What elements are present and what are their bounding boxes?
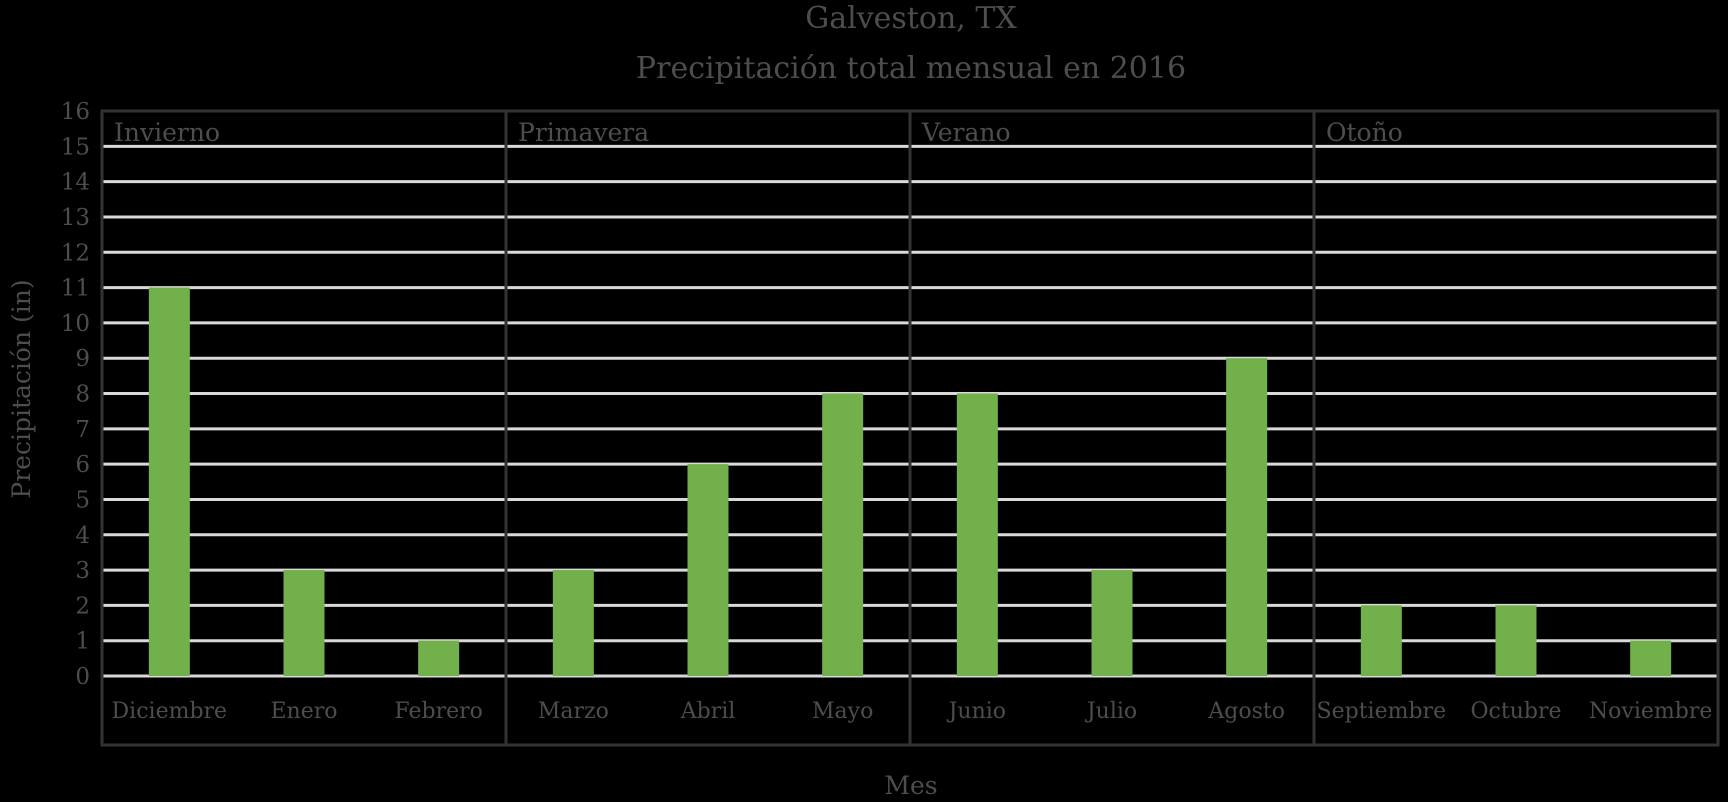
category-label-julio: Julio (1085, 699, 1137, 724)
bar-agosto (1226, 358, 1268, 676)
bar-noviembre (1630, 640, 1672, 676)
y-axis-label: Precipitación (in) (7, 279, 36, 498)
category-label-octubre: Octubre (1471, 699, 1562, 724)
category-label-noviembre: Noviembre (1589, 699, 1712, 724)
y-tick-label: 12 (61, 240, 90, 266)
chart-title: Galveston, TX (805, 1, 1017, 36)
y-tick-label: 16 (61, 99, 90, 125)
category-label-abril: Abril (680, 699, 736, 724)
bar-febrero (418, 640, 460, 676)
season-label-verano: Verano (921, 118, 1011, 147)
category-label-mayo: Mayo (812, 699, 873, 724)
category-label-febrero: Febrero (394, 699, 482, 724)
category-labels: Diciembre Enero Febrero Marzo Abril Mayo Junio… (112, 699, 1713, 724)
y-tick-label: 7 (75, 417, 90, 443)
x-axis-label: Mes (884, 771, 937, 800)
y-tick-label: 15 (61, 134, 90, 160)
bar-junio (956, 393, 998, 676)
y-tick-label: 2 (75, 593, 90, 619)
bar-diciembre (148, 287, 190, 676)
bar-julio (1091, 570, 1133, 676)
bar-octubre (1495, 605, 1537, 676)
category-label-enero: Enero (270, 699, 337, 724)
category-label-agosto: Agosto (1207, 699, 1285, 724)
bar-marzo (552, 570, 594, 676)
category-label-marzo: Marzo (538, 699, 609, 724)
season-label-otoño: Otoño (1326, 118, 1403, 147)
bar-mayo (822, 393, 864, 676)
chart-subtitle: Precipitación total mensual en 2016 (636, 51, 1186, 86)
plot-frame (100, 109, 1720, 747)
y-tick-label: 5 (75, 487, 90, 513)
y-tick-label: 6 (75, 452, 90, 478)
y-tick-label: 4 (75, 523, 90, 549)
y-tick-label: 9 (75, 346, 90, 372)
y-tick-label: 13 (61, 205, 90, 231)
category-label-diciembre: Diciembre (112, 699, 228, 724)
y-tick-label: 11 (61, 276, 90, 302)
y-tick-label: 10 (61, 311, 90, 337)
category-label-junio: Junio (947, 699, 1006, 724)
season-labels: Invierno Primavera Verano Otoño (114, 118, 1403, 147)
season-label-invierno: Invierno (114, 118, 220, 147)
bars (148, 287, 1672, 676)
season-label-primavera: Primavera (518, 118, 649, 147)
bar-abril (687, 464, 729, 676)
y-tick-label: 3 (75, 558, 90, 584)
bar-septiembre (1360, 605, 1402, 676)
category-label-septiembre: Septiembre (1317, 699, 1447, 724)
y-tick-label: 14 (61, 170, 90, 196)
y-tick-label: 8 (75, 382, 90, 408)
y-tick-label: 1 (75, 629, 90, 655)
y-tick-label: 0 (75, 664, 90, 690)
bar-enero (283, 570, 325, 676)
